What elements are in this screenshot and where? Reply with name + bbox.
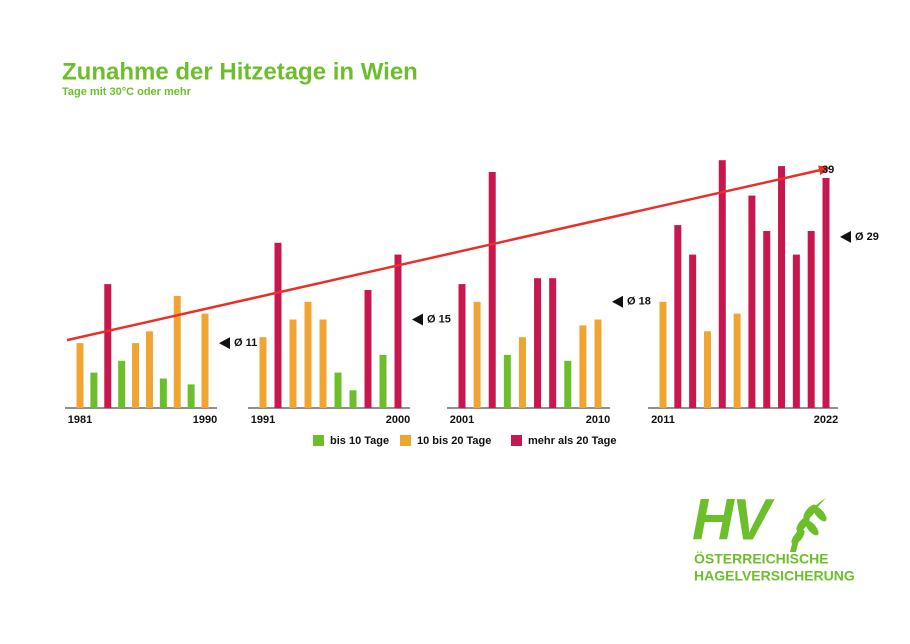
average-label: Ø 11 [234,337,257,349]
logo-text: HAGELVERSICHERUNG [694,568,855,584]
bar [748,195,756,408]
bar [364,290,372,408]
average-label: Ø 18 [627,296,651,308]
bar [534,278,542,408]
bar [104,284,112,408]
x-tick-label: 1990 [193,414,217,426]
bar [76,343,84,408]
chart-subtitle: Tage mit 30°C oder mehr [62,86,192,98]
bar [289,319,297,408]
bar [187,384,195,408]
bar [703,331,711,408]
bar [379,354,387,408]
bar [394,254,402,408]
bar [349,390,357,408]
legend-swatch [400,435,411,446]
bar [159,378,167,408]
average-label: Ø 15 [427,313,451,325]
x-tick-label: 2000 [386,414,410,426]
bar [319,319,327,408]
bar [488,172,496,408]
bar [659,301,667,408]
x-tick-label: 2022 [814,414,838,426]
logo-mark: HV [692,487,775,552]
bar [90,372,98,408]
bar [689,254,697,408]
bar [763,231,771,408]
chart-title: Zunahme der Hitzetage in Wien [62,58,418,85]
average-label: Ø 29 [855,231,879,243]
bar [564,360,572,408]
x-tick-label: 2010 [586,414,610,426]
average-marker [612,295,623,308]
bar [733,313,741,408]
legend-label: mehr als 20 Tage [528,435,616,447]
logo-text: ÖSTERREICHISCHE [694,551,829,567]
bar [822,177,830,408]
average-marker [840,230,851,243]
logo-wheat [791,529,805,545]
bar [132,343,140,408]
logo-wheat [813,506,827,522]
bar [503,354,511,408]
logo-wheat [796,516,810,532]
bar [173,295,181,408]
bar [274,242,282,408]
average-marker [412,313,423,326]
x-tick-label: 1991 [251,414,275,426]
logo-wheat [803,504,817,520]
bar [518,337,526,408]
legend-swatch [313,435,324,446]
x-tick-label: 2001 [450,414,474,426]
bar [145,331,153,408]
trend-arrowhead [818,165,830,176]
bar [674,225,682,408]
legend-label: 10 bis 20 Tage [417,435,491,447]
logo: HV ÖSTERREICHISCHE HAGELVERSICHERUNG [692,487,855,583]
bar [594,319,602,408]
bar [334,372,342,408]
bar [304,301,312,408]
x-tick-label: 2011 [651,414,675,426]
legend-swatch [511,435,522,446]
bar [118,360,126,408]
logo-wheat [805,520,819,536]
trend-line [66,168,823,342]
legend-label: bis 10 Tage [330,435,389,447]
bar [458,284,466,408]
bar [807,231,815,408]
bar [792,254,800,408]
average-marker [219,337,230,350]
annotation: 39 [822,164,834,176]
bar [259,337,267,408]
bar [201,313,209,408]
bar [778,166,786,408]
bar [718,160,726,408]
bar [473,301,481,408]
bar [579,325,587,408]
x-tick-label: 1981 [68,414,92,426]
bar [549,278,557,408]
